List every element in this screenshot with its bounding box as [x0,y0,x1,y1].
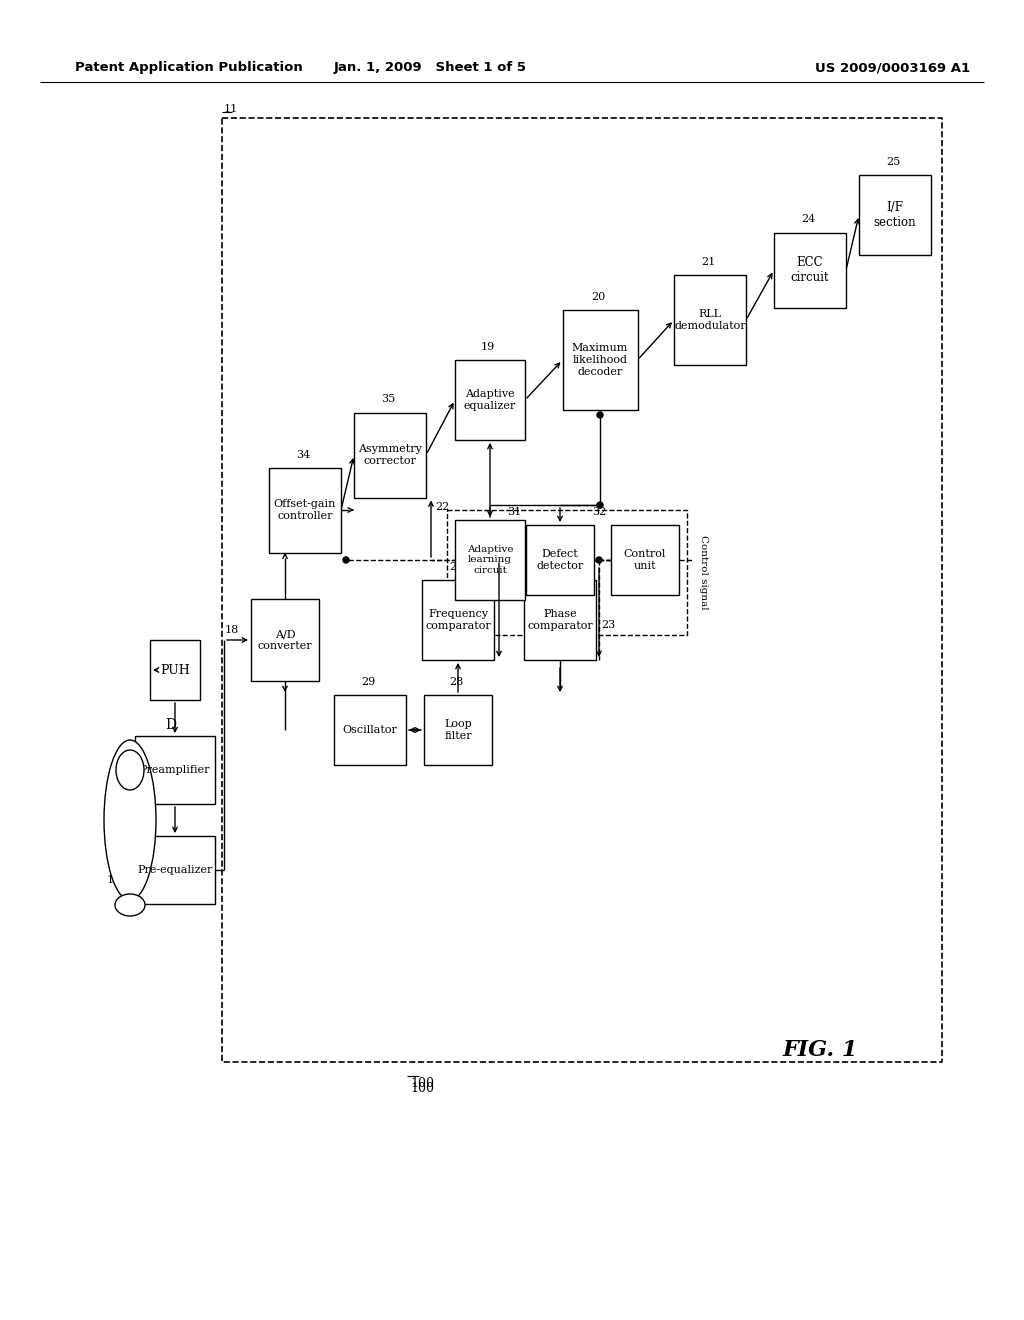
Text: Pre-equalizer: Pre-equalizer [137,865,213,875]
FancyBboxPatch shape [611,525,679,595]
Text: PUH: PUH [160,664,189,676]
Text: D: D [165,718,176,733]
Text: Patent Application Publication: Patent Application Publication [75,62,303,74]
Text: 35: 35 [381,395,395,404]
Ellipse shape [104,741,156,900]
Text: 23: 23 [601,620,615,630]
Text: 32: 32 [592,507,606,517]
FancyBboxPatch shape [422,579,494,660]
Text: RLL
demodulator: RLL demodulator [674,309,745,331]
FancyBboxPatch shape [455,520,525,601]
Circle shape [596,557,602,564]
Text: 28: 28 [449,677,463,686]
Ellipse shape [116,750,144,789]
Text: 20: 20 [591,292,605,302]
Text: FIG. 1: FIG. 1 [782,1039,858,1061]
FancyBboxPatch shape [334,696,406,766]
FancyBboxPatch shape [251,599,319,681]
FancyBboxPatch shape [269,467,341,553]
FancyBboxPatch shape [354,412,426,498]
FancyBboxPatch shape [135,836,215,904]
Text: 33~: 33~ [106,775,130,785]
Circle shape [597,502,603,508]
Text: I/F
section: I/F section [873,201,916,228]
FancyBboxPatch shape [859,176,931,255]
Text: Adaptive
equalizer: Adaptive equalizer [464,389,516,411]
Text: Adaptive
learning
circuit: Adaptive learning circuit [467,545,513,576]
Text: Defect
detector: Defect detector [537,549,584,570]
Text: ECC
circuit: ECC circuit [791,256,829,284]
Text: 22: 22 [436,502,450,512]
Circle shape [343,557,349,564]
FancyBboxPatch shape [455,360,525,440]
Text: Asymmetry
corrector: Asymmetry corrector [358,445,422,466]
FancyBboxPatch shape [424,696,492,766]
Text: Offset-gain
controller: Offset-gain controller [273,499,336,521]
Circle shape [597,412,603,418]
Text: 25: 25 [886,157,900,168]
Text: 27: 27 [449,562,463,572]
Text: 18: 18 [224,624,239,635]
Text: 31: 31 [507,507,521,517]
Text: 19: 19 [481,342,496,352]
Text: 24: 24 [801,214,815,224]
FancyBboxPatch shape [562,310,638,411]
Text: Preamplifier: Preamplifier [139,766,210,775]
Text: Control
unit: Control unit [624,549,667,570]
Text: 21: 21 [700,257,715,267]
Text: 100: 100 [410,1077,434,1090]
FancyBboxPatch shape [135,737,215,804]
Text: 34: 34 [296,450,310,459]
Text: 100: 100 [410,1082,434,1096]
Text: A/D
converter: A/D converter [258,630,312,651]
Text: 11: 11 [224,104,239,114]
Text: Maximum
likelihood
decoder: Maximum likelihood decoder [571,343,628,376]
Text: Loop
filter: Loop filter [444,719,472,741]
FancyBboxPatch shape [674,275,746,366]
Text: 17~: 17~ [106,875,130,884]
Text: Control signal: Control signal [699,535,708,610]
Text: US 2009/0003169 A1: US 2009/0003169 A1 [815,62,970,74]
Text: Jan. 1, 2009   Sheet 1 of 5: Jan. 1, 2009 Sheet 1 of 5 [334,62,526,74]
Ellipse shape [115,894,145,916]
FancyBboxPatch shape [524,579,596,660]
Text: Phase
comparator: Phase comparator [527,610,593,631]
Text: Oscillator: Oscillator [343,725,397,735]
FancyBboxPatch shape [526,525,594,595]
Text: 29: 29 [360,677,375,686]
FancyBboxPatch shape [774,232,846,308]
FancyBboxPatch shape [150,640,200,700]
Text: Frequency
comparator: Frequency comparator [425,610,490,631]
